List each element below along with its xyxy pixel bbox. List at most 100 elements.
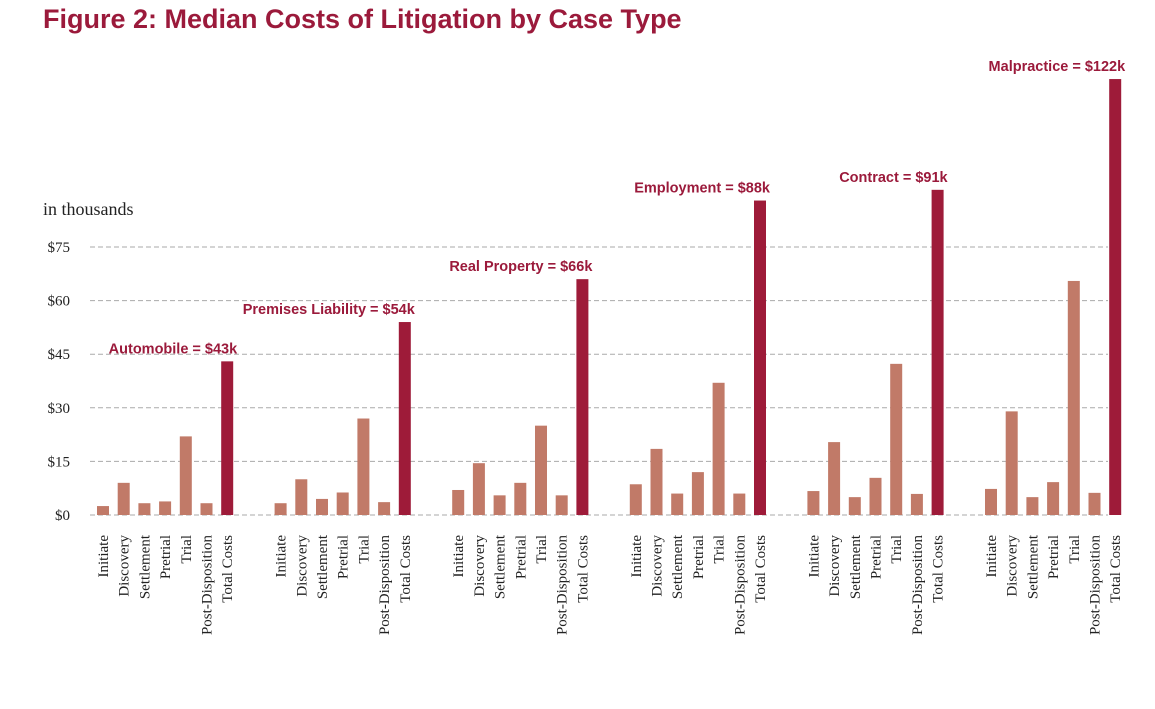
stage-bar bbox=[274, 503, 287, 515]
y-tick-label: $45 bbox=[48, 347, 71, 363]
total-annotation: Automobile = $43k bbox=[109, 341, 238, 357]
total-bar bbox=[398, 322, 411, 515]
stage-bar bbox=[629, 484, 642, 515]
chart-title: Figure 2: Median Costs of Litigation by … bbox=[43, 4, 682, 34]
stage-bar bbox=[671, 493, 684, 515]
total-annotation: Premises Liability = $54k bbox=[243, 302, 416, 318]
stage-bar bbox=[555, 495, 568, 515]
total-bar bbox=[754, 200, 766, 515]
y-tick-label: $75 bbox=[48, 240, 71, 256]
category-label: Total Costs bbox=[753, 535, 769, 603]
category-label: Trial bbox=[356, 535, 372, 564]
total-bar bbox=[576, 279, 589, 515]
category-label: Trial bbox=[889, 535, 905, 564]
stage-bar bbox=[1067, 280, 1080, 515]
stage-bar bbox=[848, 497, 861, 515]
total-annotation: Employment = $88k bbox=[634, 181, 771, 197]
category-label: Total Costs bbox=[1108, 535, 1124, 603]
category-label: Discovery bbox=[1005, 535, 1021, 597]
stage-bar bbox=[910, 493, 923, 515]
category-label: Initiate bbox=[806, 535, 822, 578]
stage-bar bbox=[159, 501, 172, 515]
category-label: Settlement bbox=[670, 534, 686, 599]
stage-bar bbox=[200, 503, 213, 515]
stage-bar bbox=[514, 482, 527, 515]
category-label: Initiate bbox=[274, 535, 290, 578]
y-tick-label: $0 bbox=[55, 508, 70, 524]
total-annotation: Contract = $91k bbox=[839, 170, 948, 186]
stage-bar bbox=[828, 442, 841, 515]
stage-bar bbox=[535, 425, 547, 515]
total-bar bbox=[931, 189, 944, 515]
category-label: Discovery bbox=[650, 535, 666, 597]
category-label: Post-Disposition bbox=[200, 535, 216, 636]
stage-bar bbox=[1047, 482, 1060, 515]
category-label: Discovery bbox=[472, 535, 488, 597]
stage-bar bbox=[452, 489, 465, 515]
total-bar bbox=[221, 361, 234, 515]
y-tick-label: $60 bbox=[48, 294, 71, 310]
category-label: Total Costs bbox=[220, 535, 236, 603]
category-label: Initiate bbox=[96, 535, 112, 578]
stage-bar bbox=[357, 418, 370, 515]
category-label: Post-Disposition bbox=[377, 535, 393, 636]
stage-bar bbox=[472, 463, 485, 515]
category-label: Post-Disposition bbox=[732, 535, 748, 636]
y-axis-ticks: $0 $15 $30 $45 $60 $75 bbox=[48, 240, 71, 524]
stage-bar bbox=[1088, 492, 1101, 515]
stage-bar bbox=[869, 477, 882, 515]
stage-bar bbox=[985, 488, 997, 515]
stage-bar bbox=[316, 498, 328, 515]
category-label: Initiate bbox=[629, 535, 645, 578]
y-tick-label: $15 bbox=[48, 454, 71, 470]
stage-bar bbox=[890, 363, 903, 515]
y-tick-label: $30 bbox=[48, 401, 71, 417]
stage-bar bbox=[336, 492, 349, 515]
stage-bar bbox=[179, 436, 192, 515]
stage-bar bbox=[378, 502, 391, 515]
stage-bar bbox=[807, 491, 820, 515]
category-label: Trial bbox=[712, 535, 728, 564]
category-label: Trial bbox=[179, 535, 195, 564]
category-label: Initiate bbox=[451, 535, 467, 578]
category-label: Settlement bbox=[848, 534, 864, 599]
category-label: Post-Disposition bbox=[1088, 535, 1104, 636]
stage-bar bbox=[1005, 411, 1018, 515]
stage-bar bbox=[493, 495, 506, 515]
category-label: Settlement bbox=[315, 534, 331, 599]
category-label: Pretrial bbox=[158, 535, 174, 579]
category-label: Trial bbox=[1067, 535, 1083, 564]
gridlines bbox=[90, 246, 1108, 516]
stage-bar bbox=[1026, 497, 1039, 515]
category-label: Settlement bbox=[137, 534, 153, 599]
stage-bar bbox=[691, 472, 704, 515]
category-label: Total Costs bbox=[398, 535, 414, 603]
group-annotations: Automobile = $43k Premises Liability = $5… bbox=[109, 59, 1126, 357]
total-bar bbox=[1109, 79, 1122, 515]
category-label: Post-Disposition bbox=[910, 535, 926, 636]
stage-bar bbox=[650, 448, 663, 515]
category-label: Settlement bbox=[493, 534, 509, 599]
category-label: Discovery bbox=[294, 535, 310, 597]
x-axis-category-labels: Initiate Discovery Settlement Pretrial Trial… bbox=[96, 534, 1124, 635]
stage-bar bbox=[733, 493, 746, 515]
total-annotation: Malpractice = $122k bbox=[989, 59, 1127, 75]
total-annotation: Real Property = $66k bbox=[449, 259, 593, 275]
stage-bar bbox=[138, 503, 151, 515]
category-label: Initiate bbox=[984, 535, 1000, 578]
stage-bar bbox=[97, 506, 109, 515]
bars bbox=[97, 79, 1122, 515]
stage-bar bbox=[117, 482, 130, 515]
category-label: Trial bbox=[534, 535, 550, 564]
category-label: Settlement bbox=[1025, 534, 1041, 599]
stage-bar bbox=[712, 382, 725, 515]
category-label: Pretrial bbox=[336, 535, 352, 579]
category-label: Total Costs bbox=[931, 535, 947, 603]
category-label: Pretrial bbox=[869, 535, 885, 579]
category-label: Total Costs bbox=[575, 535, 591, 603]
category-label: Discovery bbox=[117, 535, 133, 597]
category-label: Post-Disposition bbox=[555, 535, 571, 636]
y-axis-unit-label: in thousands bbox=[43, 199, 134, 219]
category-label: Pretrial bbox=[1046, 535, 1062, 579]
